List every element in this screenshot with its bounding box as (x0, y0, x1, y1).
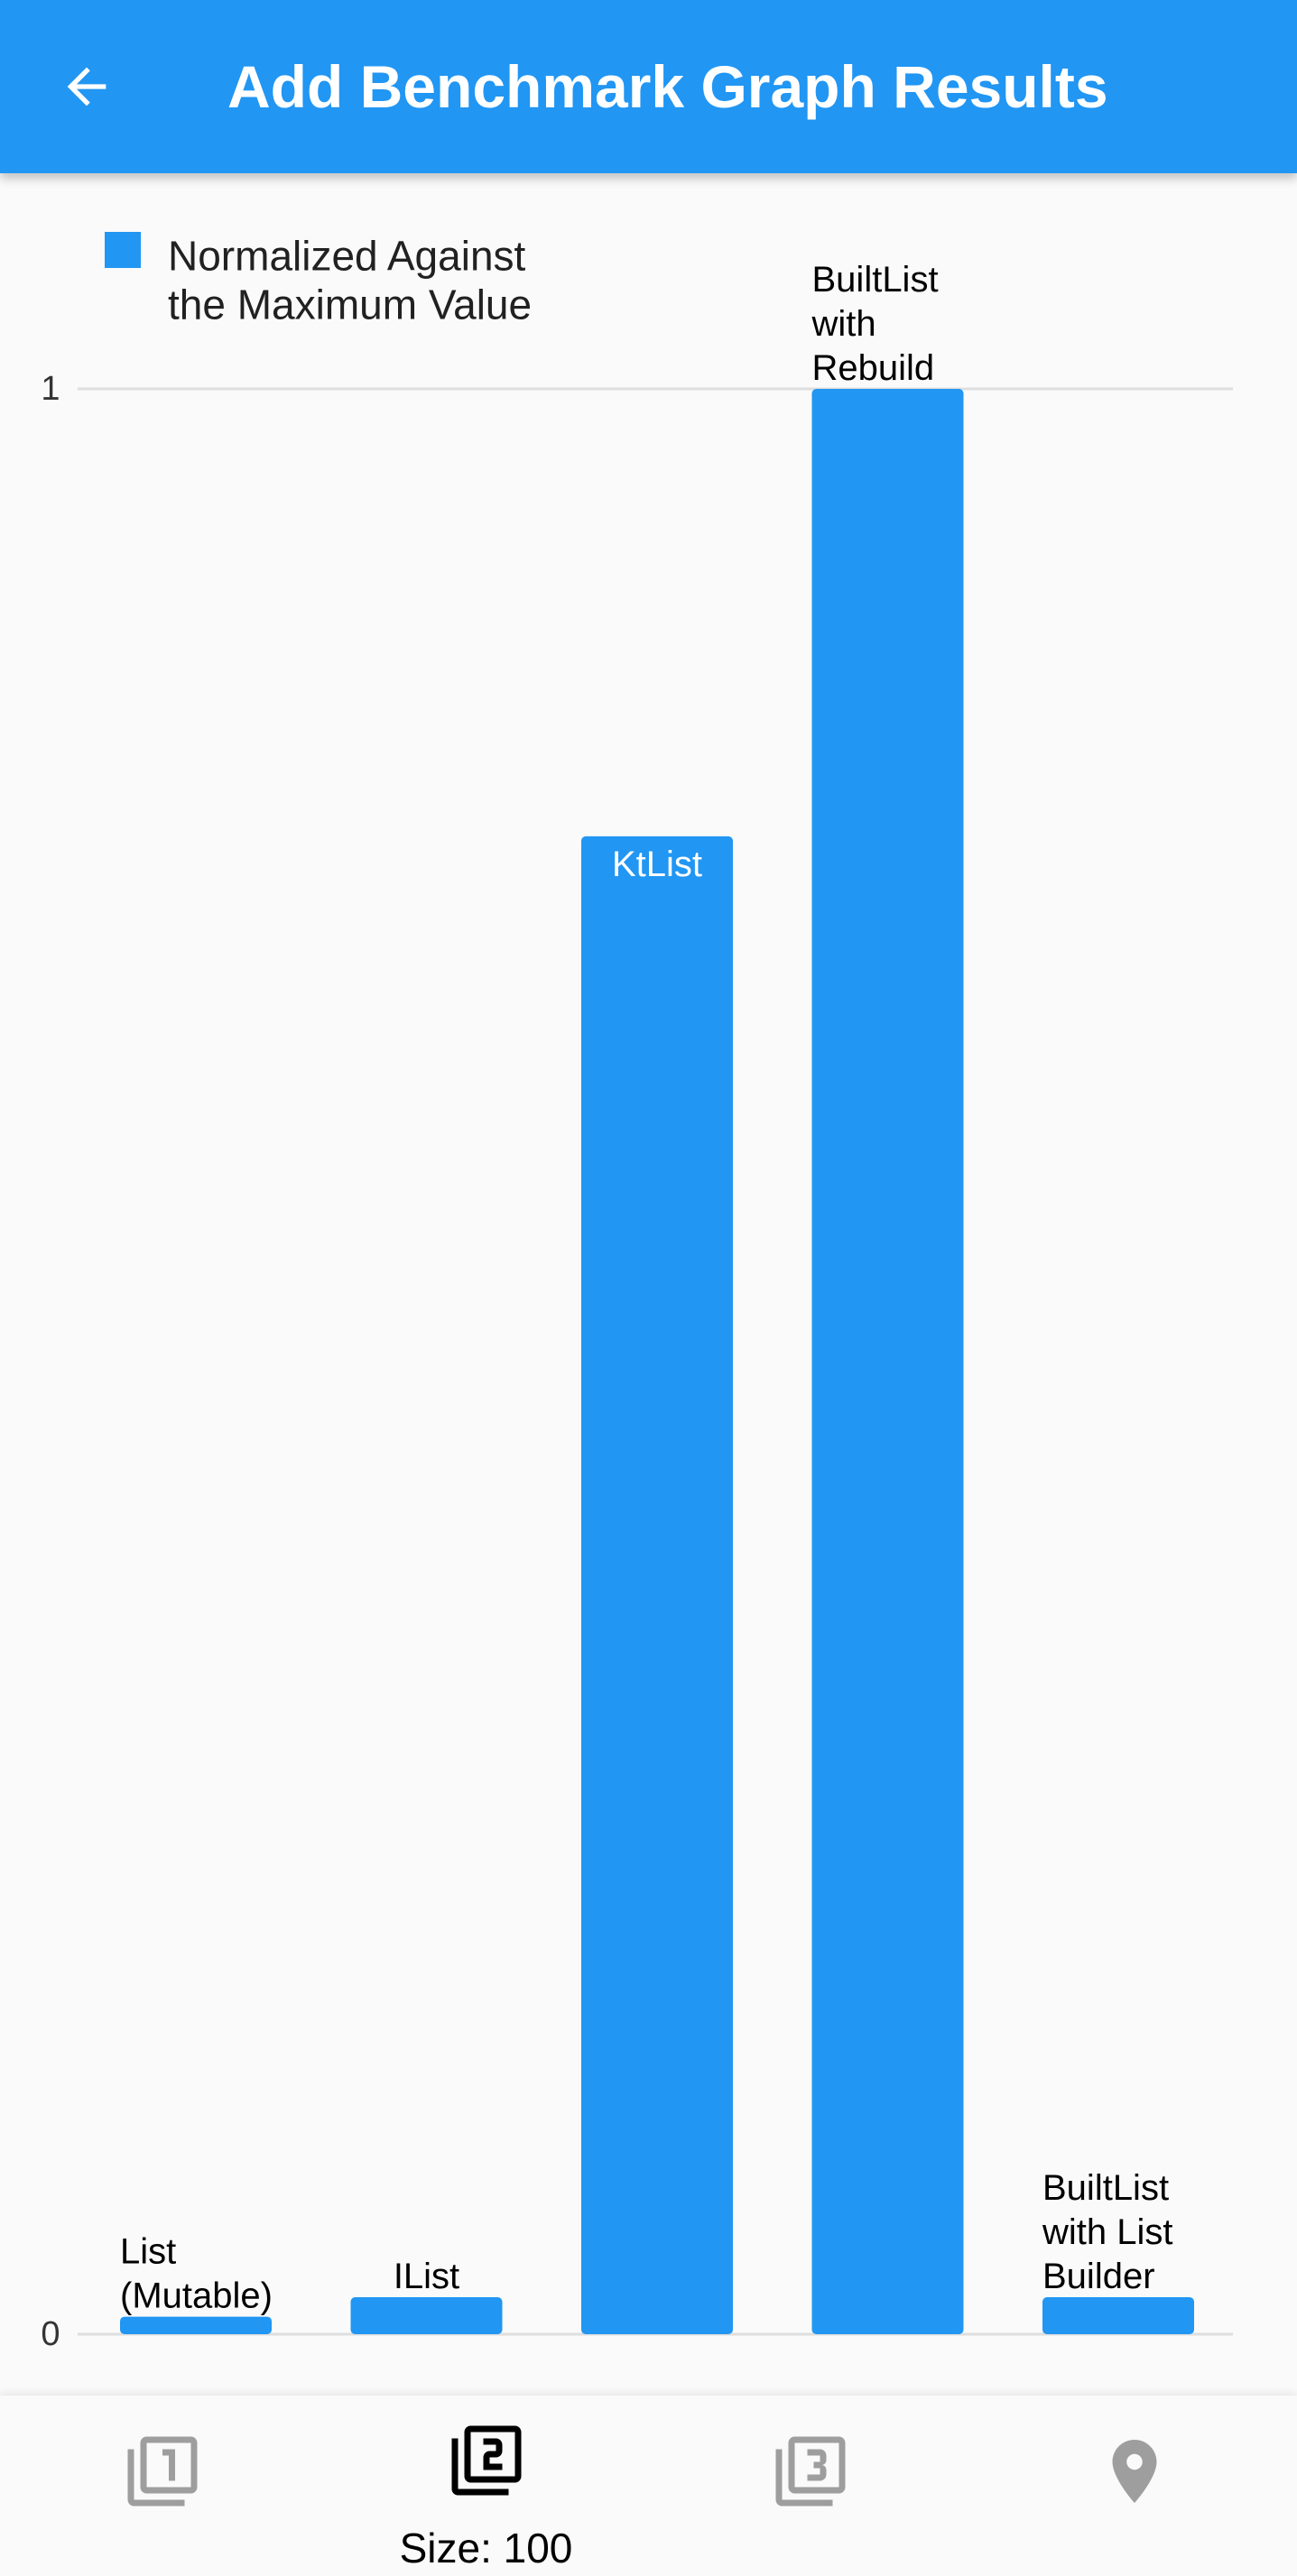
nav-item-location[interactable] (972, 2396, 1296, 2576)
bar-label: IList (394, 2257, 459, 2296)
bar (581, 836, 733, 2334)
bar-label: KtList (612, 845, 702, 884)
bar (811, 389, 964, 2334)
page-title: Add Benchmark Graph Results (227, 53, 1108, 120)
nav-item-filter-1[interactable] (0, 2396, 324, 2576)
nav-item-filter-2[interactable]: Size: 100 (324, 2396, 648, 2576)
filter-1-icon (127, 2436, 197, 2507)
back-button[interactable] (43, 43, 130, 130)
bottom-navigation-bar: Size: 100 (0, 2396, 1297, 2576)
legend-label: Normalized Against the Maximum Value (168, 233, 532, 328)
bar-chart: Normalized Against the Maximum Value 0 1 Lis… (41, 232, 1233, 2353)
bar-label: BuiltList with List Builder (1042, 2168, 1173, 2296)
nav-item-filter-3[interactable] (648, 2396, 972, 2576)
arrow-left-icon (67, 67, 107, 106)
chart-area: Normalized Against the Maximum Value 0 1 Lis… (0, 173, 1297, 2396)
nav-item-label: Size: 100 (399, 2525, 573, 2571)
bar-label: List (Mutable) (120, 2232, 273, 2316)
bar-label: BuiltList with Rebuild (811, 260, 939, 388)
y-tick-label: 0 (41, 2315, 60, 2353)
location-pin-icon (1112, 2440, 1156, 2503)
app-bar: Add Benchmark Graph Results (0, 0, 1297, 173)
bar (350, 2297, 503, 2334)
bar (120, 2316, 272, 2334)
bar (1042, 2297, 1194, 2334)
filter-2-icon (451, 2425, 521, 2496)
y-tick-label: 1 (41, 370, 60, 408)
legend-swatch (105, 232, 141, 268)
filter-3-icon (775, 2436, 845, 2507)
